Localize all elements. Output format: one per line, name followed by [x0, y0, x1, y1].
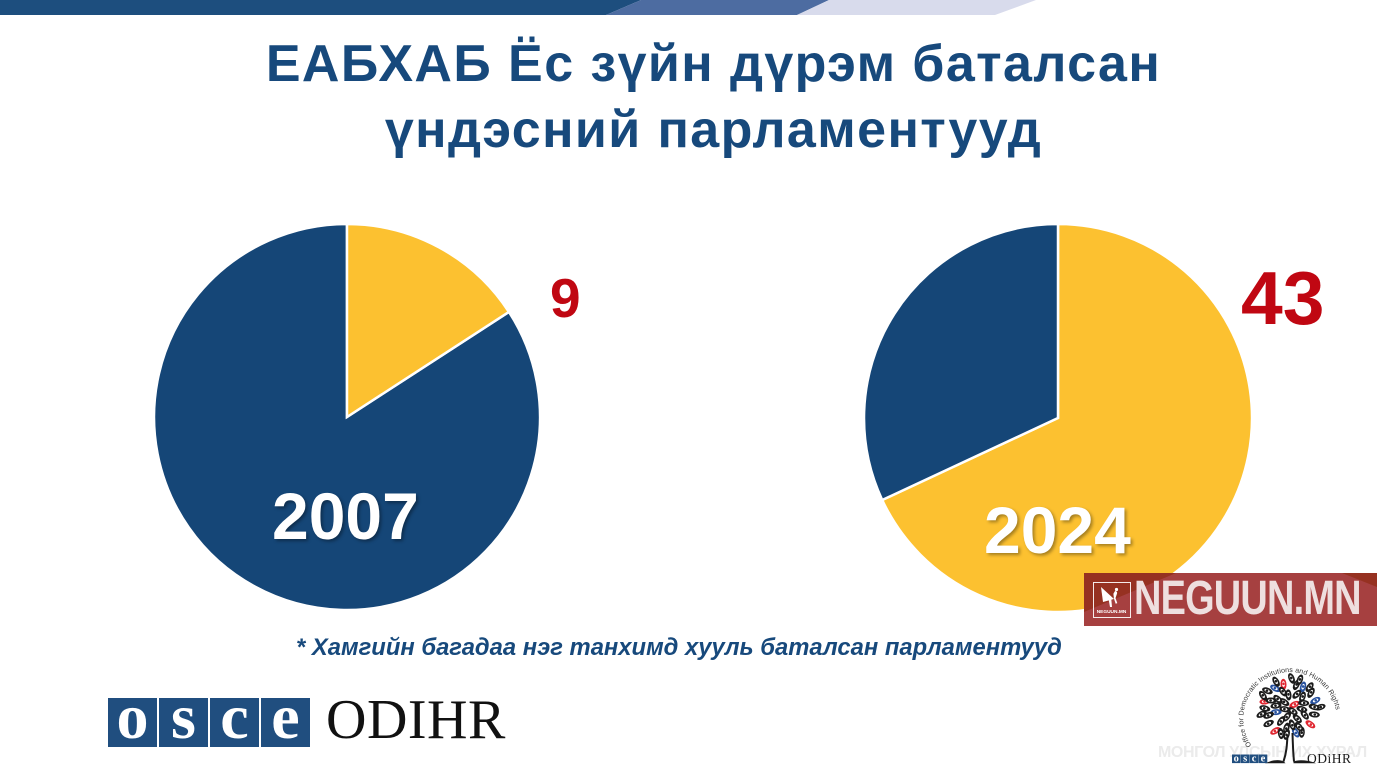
- svg-text:ODiHR: ODiHR: [1307, 751, 1352, 766]
- svg-text:e: e: [1261, 754, 1266, 765]
- svg-text:NEGUUN.MN: NEGUUN.MN: [1097, 609, 1127, 615]
- svg-text:c: c: [1252, 754, 1257, 765]
- svg-text:o: o: [1234, 754, 1239, 765]
- svg-text:s: s: [1243, 754, 1247, 765]
